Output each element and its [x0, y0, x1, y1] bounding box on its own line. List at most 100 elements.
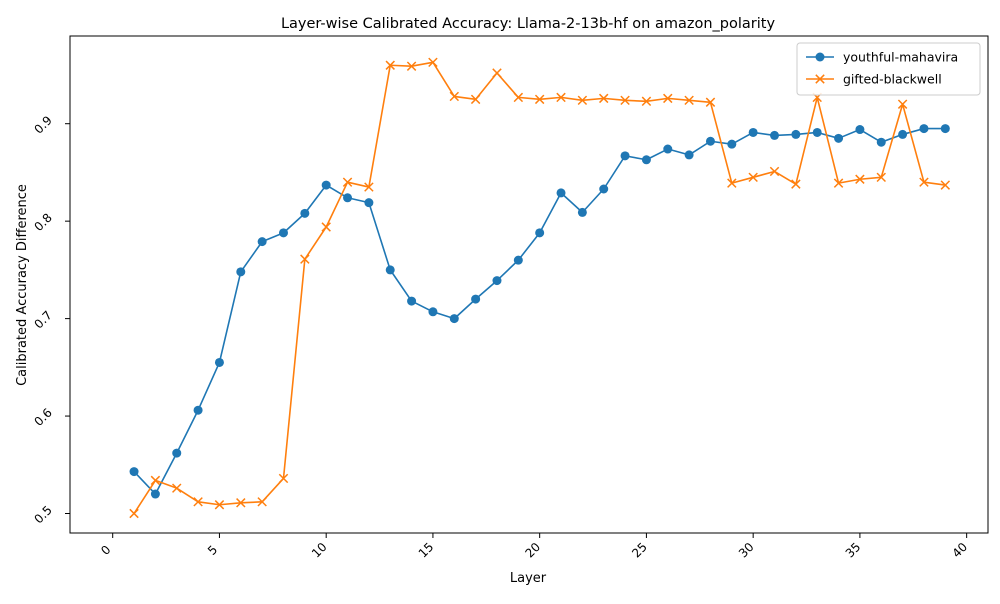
data-point-youthful-mahavira [513, 255, 523, 265]
data-point-gifted-blackwell [876, 172, 886, 183]
data-point-youthful-mahavira [449, 314, 459, 324]
data-point-youthful-mahavira [684, 150, 694, 160]
data-point-youthful-mahavira [257, 237, 267, 247]
data-point-gifted-blackwell [791, 179, 801, 189]
y-tick-label: 0.7 [31, 308, 54, 331]
data-point-youthful-mahavira [129, 467, 139, 477]
data-point-youthful-mahavira [834, 133, 844, 143]
data-point-gifted-blackwell [833, 178, 844, 188]
data-point-youthful-mahavira [855, 125, 865, 135]
legend-box [796, 42, 981, 96]
data-point-youthful-mahavira [599, 184, 609, 194]
data-point-youthful-mahavira [727, 139, 737, 149]
data-point-gifted-blackwell [727, 178, 737, 188]
data-point-youthful-mahavira [300, 208, 310, 218]
data-point-gifted-blackwell [321, 222, 331, 232]
data-point-gifted-blackwell [513, 92, 524, 103]
data-point-youthful-mahavira [791, 129, 801, 139]
data-point-gifted-blackwell [684, 95, 694, 106]
x-tick-label: 10 [309, 540, 330, 561]
data-point-gifted-blackwell [598, 93, 609, 104]
data-point-gifted-blackwell [556, 92, 566, 103]
y-axis-label: Calibrated Accuracy Difference [15, 184, 30, 386]
data-point-youthful-mahavira [364, 198, 374, 208]
data-point-gifted-blackwell [492, 68, 502, 78]
data-point-youthful-mahavira [556, 188, 566, 198]
data-point-gifted-blackwell [620, 95, 630, 106]
data-point-youthful-mahavira [876, 137, 886, 147]
x-tick-label: 30 [736, 540, 757, 561]
data-point-youthful-mahavira [214, 357, 224, 367]
data-point-gifted-blackwell [129, 508, 139, 519]
data-point-youthful-mahavira [577, 207, 587, 217]
data-point-gifted-blackwell [897, 99, 908, 109]
data-point-gifted-blackwell [663, 93, 673, 104]
data-point-youthful-mahavira [748, 127, 758, 137]
data-point-youthful-mahavira [471, 294, 481, 304]
legend-item-youthful-mahavira: youthful-mahavira [806, 50, 958, 65]
data-point-gifted-blackwell [406, 61, 417, 71]
y-tick-label: 0.5 [31, 503, 54, 526]
data-point-youthful-mahavira [812, 127, 822, 137]
plot-frame [69, 35, 989, 534]
data-point-youthful-mahavira [641, 155, 651, 165]
data-point-gifted-blackwell [364, 182, 374, 192]
data-point-gifted-blackwell [940, 180, 951, 190]
data-point-gifted-blackwell [577, 95, 588, 106]
x-tick-label: 35 [843, 540, 864, 561]
data-point-gifted-blackwell [428, 57, 438, 68]
data-point-gifted-blackwell [193, 497, 203, 507]
data-point-youthful-mahavira [236, 267, 246, 277]
y-axis-ticks: 0.5 0.6 0.7 0.8 0.9 [31, 113, 70, 526]
x-tick-label: 0 [98, 543, 113, 558]
data-point-youthful-mahavira [278, 228, 288, 238]
data-point-youthful-mahavira [172, 448, 182, 458]
data-point-gifted-blackwell [150, 475, 161, 486]
data-point-gifted-blackwell [300, 254, 310, 264]
data-point-youthful-mahavira [535, 228, 545, 238]
data-point-gifted-blackwell [705, 97, 716, 107]
x-tick-label: 5 [205, 543, 220, 558]
data-point-youthful-mahavira [620, 151, 630, 161]
y-tick-label: 0.6 [31, 406, 54, 429]
data-point-gifted-blackwell [470, 94, 481, 105]
legend-label: youthful-mahavira [843, 50, 958, 65]
data-point-youthful-mahavira [193, 405, 203, 415]
data-point-youthful-mahavira [663, 144, 673, 154]
data-point-youthful-mahavira [919, 124, 929, 134]
data-point-youthful-mahavira [898, 129, 908, 139]
data-point-youthful-mahavira [321, 180, 331, 190]
x-tick-label: 15 [416, 540, 437, 561]
x-tick-label: 25 [629, 540, 650, 561]
series-line-youthful-mahavira [133, 127, 946, 495]
chart-title: Layer-wise Calibrated Accuracy: Llama-2-… [281, 16, 776, 32]
x-tick-label: 40 [949, 540, 970, 561]
legend: youthful-mahavira gifted-blackwell [796, 42, 981, 96]
series-layer [129, 57, 951, 519]
legend-marker [815, 74, 825, 84]
data-point-gifted-blackwell [534, 94, 545, 105]
x-tick-label: 20 [522, 540, 543, 561]
data-point-gifted-blackwell [769, 166, 780, 177]
data-point-youthful-mahavira [770, 130, 780, 140]
data-point-gifted-blackwell [214, 500, 225, 510]
y-tick-label: 0.8 [31, 211, 54, 234]
data-point-youthful-mahavira [428, 307, 438, 317]
x-axis-ticks: 0 5 10 15 20 25 30 35 40 [98, 533, 970, 561]
data-point-youthful-mahavira [343, 193, 353, 203]
data-point-youthful-mahavira [407, 296, 417, 306]
y-tick-label: 0.9 [31, 113, 54, 136]
data-point-youthful-mahavira [385, 265, 395, 275]
data-point-gifted-blackwell [385, 60, 395, 70]
data-point-gifted-blackwell [855, 174, 865, 184]
series-line-gifted-blackwell [133, 61, 946, 514]
data-point-gifted-blackwell [236, 498, 246, 508]
data-point-youthful-mahavira [150, 489, 160, 499]
data-point-gifted-blackwell [342, 177, 353, 187]
data-point-gifted-blackwell [172, 483, 182, 493]
legend-label: gifted-blackwell [843, 72, 942, 87]
data-point-gifted-blackwell [449, 91, 460, 102]
data-point-gifted-blackwell [641, 96, 652, 107]
